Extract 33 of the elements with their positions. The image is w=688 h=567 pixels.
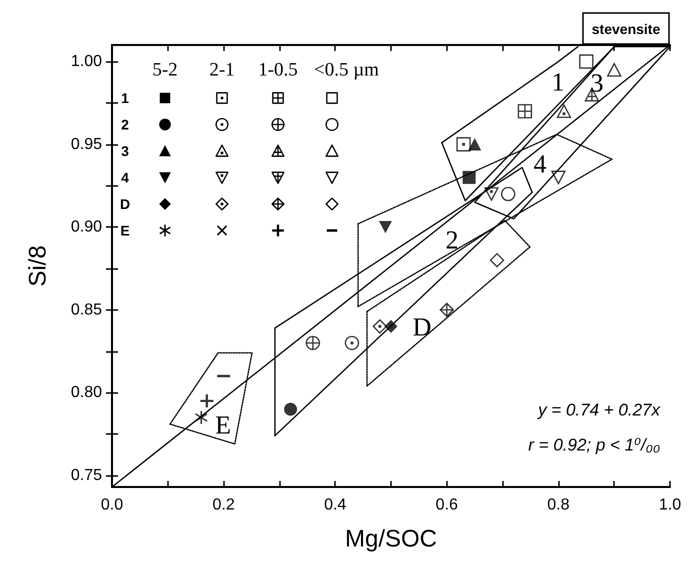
annotation: 2-1 xyxy=(209,60,235,80)
annotation: 4 xyxy=(534,150,546,178)
annotation: 1-0.5 xyxy=(258,60,298,80)
x-tick-label: 0.8 xyxy=(547,496,570,514)
y-tick-label: 0.75 xyxy=(70,466,102,484)
text: stevensite xyxy=(592,21,660,37)
x-tick-label: 0.6 xyxy=(436,496,458,514)
annotation: D xyxy=(120,196,130,212)
x-tick-label: 0.2 xyxy=(212,496,235,514)
annotation: <0.5 µm xyxy=(314,60,380,80)
x-tick-label: 0.4 xyxy=(324,496,346,514)
annotation: y = 0.74 + 0.27x xyxy=(537,400,660,420)
annotation: 2 xyxy=(446,226,458,254)
x-tick-label: 1.0 xyxy=(658,496,682,514)
x-axis-title: Mg/SOC xyxy=(344,526,438,552)
annotation: 1 xyxy=(121,90,130,106)
annotation: 3 xyxy=(590,68,604,98)
y-tick-label: 0.85 xyxy=(70,301,102,318)
annotation: 1 xyxy=(552,68,564,96)
annotation: 4 xyxy=(121,170,130,186)
annotation: 3 xyxy=(121,143,130,159)
x-tick-label: 0.0 xyxy=(100,496,124,514)
annotation: D xyxy=(412,312,432,342)
y-tick-label: 1.00 xyxy=(70,53,102,70)
y-axis-title: Si/8 xyxy=(24,245,52,287)
y-tick-label: 0.90 xyxy=(70,218,102,236)
y-tick-label: 0.80 xyxy=(70,384,102,402)
annotation: r = 0.92; p < 1⁰/₀₀ xyxy=(528,436,660,454)
y-tick-label: 0.95 xyxy=(70,136,102,153)
annotation: 2 xyxy=(121,116,130,132)
annotation: E xyxy=(120,222,130,238)
annotation: 5-2 xyxy=(152,60,178,80)
annotation: E xyxy=(215,410,231,440)
